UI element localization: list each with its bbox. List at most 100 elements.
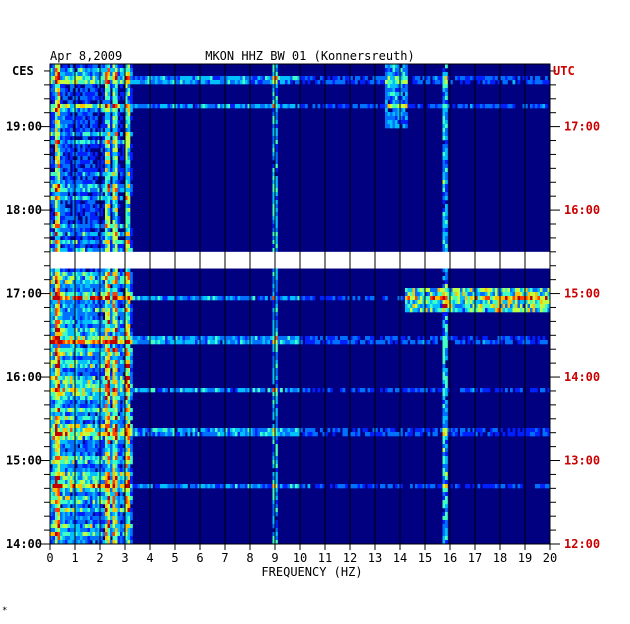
heatmap-cell <box>105 400 108 405</box>
heatmap-cell <box>92 340 96 345</box>
heatmap-cell <box>117 308 121 313</box>
heatmap-cell <box>325 104 328 109</box>
heatmap-cell <box>482 300 486 305</box>
heatmap-cell <box>482 388 486 393</box>
heatmap-cell <box>290 296 293 301</box>
heatmap-cell <box>105 344 108 349</box>
heatmap-cell <box>177 336 181 341</box>
heatmap-cell <box>247 76 251 81</box>
heatmap-cell <box>125 436 128 441</box>
heatmap-cell <box>107 396 111 401</box>
heatmap-cell <box>82 80 86 85</box>
heatmap-cell <box>125 228 128 233</box>
heatmap-cell <box>62 320 66 325</box>
heatmap-cell <box>122 436 126 441</box>
heatmap-cell <box>487 340 491 345</box>
heatmap-cell <box>110 72 113 77</box>
heatmap-cell <box>347 104 351 109</box>
heatmap-cell <box>92 296 96 301</box>
heatmap-cell <box>122 420 126 425</box>
heatmap-cell <box>450 336 453 341</box>
heatmap-cell <box>62 372 66 377</box>
heatmap-cell <box>515 292 518 297</box>
heatmap-cell <box>92 196 96 201</box>
heatmap-cell <box>130 340 133 345</box>
heatmap-cell <box>75 200 78 205</box>
heatmap-cell <box>82 236 86 241</box>
heatmap-cell <box>127 116 131 121</box>
heatmap-cell <box>175 296 178 301</box>
heatmap-cell <box>307 428 311 433</box>
heatmap-cell <box>272 156 276 161</box>
heatmap-cell <box>57 480 61 485</box>
heatmap-cell <box>117 360 121 365</box>
heatmap-cell <box>130 456 133 461</box>
heatmap-cell <box>117 168 121 173</box>
heatmap-cell <box>67 480 71 485</box>
heatmap-cell <box>270 432 273 437</box>
heatmap-cell <box>75 176 78 181</box>
heatmap-cell <box>340 104 343 109</box>
heatmap-cell <box>165 336 168 341</box>
heatmap-cell <box>97 204 101 209</box>
heatmap-cell <box>62 468 66 473</box>
heatmap-cell <box>442 412 446 417</box>
heatmap-cell <box>107 116 111 121</box>
heatmap-cell <box>90 400 93 405</box>
heatmap-cell <box>97 348 101 353</box>
heatmap-cell <box>120 296 123 301</box>
heatmap-cell <box>135 388 138 393</box>
heatmap-cell <box>75 184 78 189</box>
heatmap-cell <box>240 432 243 437</box>
heatmap-cell <box>77 388 81 393</box>
heatmap-cell <box>82 96 86 101</box>
heatmap-cell <box>262 428 266 433</box>
heatmap-cell <box>392 120 396 125</box>
heatmap-cell <box>357 76 361 81</box>
heatmap-cell <box>117 396 121 401</box>
heatmap-cell <box>417 340 421 345</box>
heatmap-cell <box>387 104 391 109</box>
heatmap-cell <box>92 360 96 365</box>
heatmap-cell <box>537 336 541 341</box>
heatmap-cell <box>65 408 68 413</box>
heatmap-cell <box>405 112 408 117</box>
heatmap-cell <box>60 436 63 441</box>
heatmap-cell <box>130 352 133 357</box>
heatmap-cell <box>302 104 306 109</box>
heatmap-cell <box>50 248 53 253</box>
heatmap-cell <box>447 336 451 341</box>
heatmap-cell <box>275 160 278 165</box>
heatmap-cell <box>85 100 88 105</box>
heatmap-cell <box>122 380 126 385</box>
heatmap-cell <box>522 308 526 313</box>
heatmap-cell <box>85 412 88 417</box>
heatmap-cell <box>462 300 466 305</box>
heatmap-cell <box>505 300 508 305</box>
heatmap-cell <box>62 312 66 317</box>
heatmap-cell <box>260 336 263 341</box>
heatmap-cell <box>427 296 431 301</box>
heatmap-cell <box>272 472 276 477</box>
heatmap-cell <box>435 296 438 301</box>
heatmap-cell <box>522 428 526 433</box>
heatmap-cell <box>92 284 96 289</box>
heatmap-cell <box>110 116 113 121</box>
heatmap-cell <box>95 472 98 477</box>
heatmap-cell <box>410 428 413 433</box>
heatmap-cell <box>537 292 541 297</box>
heatmap-cell <box>57 136 61 141</box>
heatmap-cell <box>77 396 81 401</box>
heatmap-cell <box>87 152 91 157</box>
heatmap-cell <box>210 432 213 437</box>
heatmap-cell <box>70 336 73 341</box>
heatmap-cell <box>192 296 196 301</box>
heatmap-cell <box>275 204 278 209</box>
heatmap-cell <box>105 116 108 121</box>
heatmap-cell <box>100 188 103 193</box>
heatmap-cell <box>460 292 463 297</box>
heatmap-cell <box>52 248 56 253</box>
heatmap-cell <box>92 232 96 237</box>
heatmap-cell <box>102 456 106 461</box>
heatmap-cell <box>52 288 56 293</box>
